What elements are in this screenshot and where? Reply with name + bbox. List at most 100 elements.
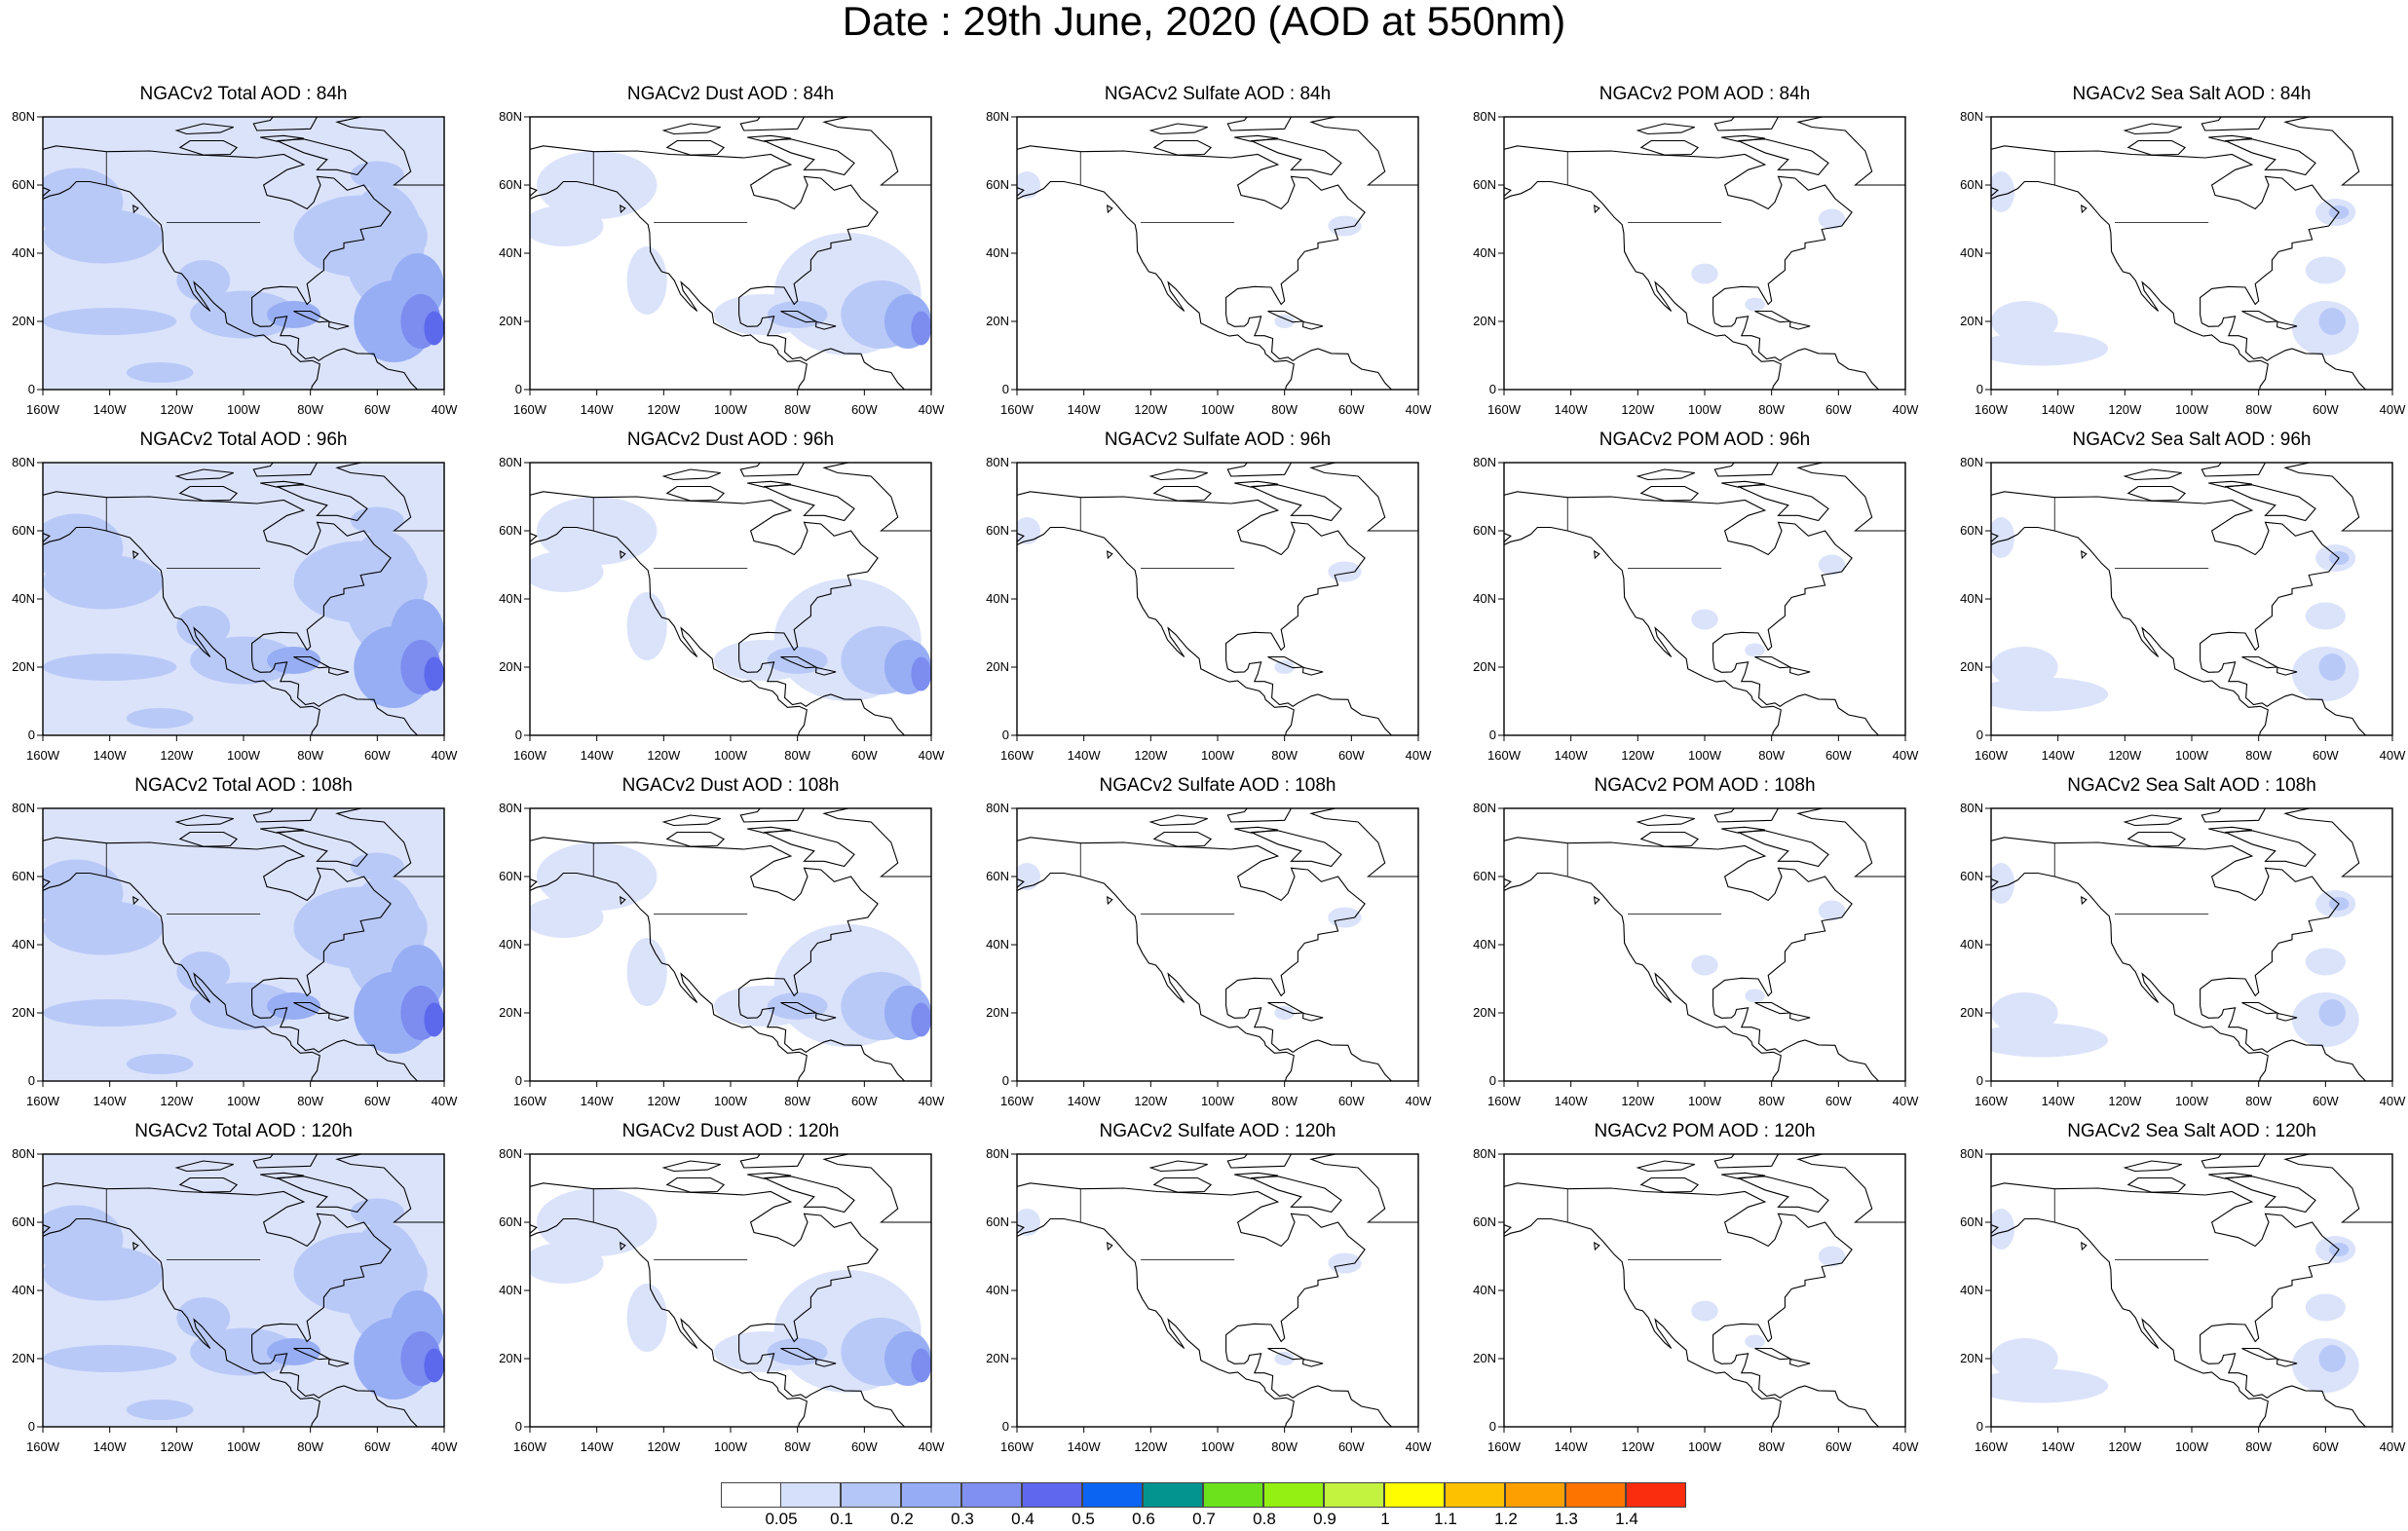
- coastline: [1251, 484, 1342, 522]
- coastline: [1796, 117, 1905, 186]
- colorbar-swatch: [1022, 1482, 1082, 1508]
- lat-tick-label: 60N: [499, 523, 522, 538]
- colorbar-label: 0.05: [765, 1510, 798, 1528]
- lon-tick-label: 140W: [94, 1094, 128, 1108]
- coastline: [2283, 463, 2392, 532]
- map-plot: 80N 60N 40N 20N 0 160W 140W 120W 100W 80W 60W 40W: [12, 455, 458, 763]
- lon-tick-label: 80W: [2245, 1094, 2272, 1108]
- border-line: [592, 151, 748, 223]
- lon-tick-label: 120W: [1621, 402, 1655, 417]
- coastline: [1639, 139, 1700, 156]
- lon-tick-label: 160W: [1000, 1439, 1035, 1454]
- lon-tick-label: 100W: [2175, 1439, 2209, 1454]
- aod-field-level-1: [1691, 609, 1718, 630]
- lon-tick-label: 100W: [227, 1094, 261, 1108]
- lon-tick-label: 60W: [2313, 1094, 2339, 1108]
- lat-tick-label: 80N: [986, 801, 1009, 815]
- coastline: [1152, 139, 1213, 156]
- coastline: [1234, 134, 1278, 142]
- lon-tick-label: 60W: [1338, 1439, 1365, 1454]
- lat-tick-label: 80N: [1473, 109, 1496, 124]
- coastline: [1148, 1160, 1208, 1173]
- lat-tick-label: 60N: [12, 1214, 35, 1229]
- lat-tick-label: 80N: [499, 455, 522, 469]
- coastline: [1738, 1176, 1829, 1214]
- coastline: [132, 1242, 139, 1251]
- map-panel-r2c2: NGACv2 Dust AOD : 96h 80N 60N 40N 20N 0 160W 14…: [487, 429, 974, 780]
- lat-tick-label: 40N: [12, 591, 35, 606]
- lon-tick-label: 140W: [1555, 1439, 1589, 1454]
- lon-tick-label: 160W: [1000, 748, 1035, 763]
- coastline: [2208, 826, 2252, 834]
- lat-tick-label: 0: [1489, 1419, 1496, 1434]
- map-panel-r4c3: NGACv2 Sulfate AOD : 120h 80N 60N 40N 20N 0 16…: [974, 1121, 1461, 1472]
- coastline: [1789, 666, 1811, 676]
- panel-title: NGACv2 Sulfate AOD : 120h: [1099, 1121, 1336, 1141]
- colorbar-label: 1.2: [1494, 1510, 1518, 1528]
- coastline: [2241, 655, 2279, 669]
- border-line: [1566, 151, 1722, 223]
- lat-tick-label: 80N: [986, 455, 1009, 469]
- coastline: [2201, 463, 2267, 477]
- lon-tick-label: 160W: [1487, 1094, 1522, 1108]
- lon-tick-label: 60W: [851, 1439, 878, 1454]
- lon-tick-label: 80W: [2245, 402, 2272, 417]
- lat-tick-label: 80N: [986, 1146, 1009, 1161]
- border-line: [2053, 1188, 2209, 1260]
- panel-title: NGACv2 Total AOD : 84h: [139, 84, 348, 104]
- aod-field-level-1: [1991, 301, 2058, 342]
- lat-tick-label: 60N: [1473, 869, 1496, 883]
- lat-tick-label: 60N: [1473, 177, 1496, 192]
- lat-tick-label: 0: [515, 1073, 522, 1088]
- map-panel-r2c3: NGACv2 Sulfate AOD : 96h 80N 60N 40N 20N 0 160…: [974, 429, 1461, 780]
- coastline: [43, 145, 419, 390]
- lon-tick-label: 120W: [160, 1094, 194, 1108]
- coastline: [43, 837, 419, 1081]
- aod-field-level-2: [2318, 1345, 2346, 1372]
- coastline: [2123, 468, 2182, 481]
- aod-field-level-1: [1328, 907, 1362, 928]
- colorbar-swatch: [901, 1482, 961, 1508]
- aod-field-level-5: [424, 311, 444, 346]
- coastline: [260, 480, 304, 488]
- coastline: [2201, 117, 2267, 131]
- coastline: [1789, 1012, 1811, 1022]
- aod-field-level-1: [1691, 263, 1718, 284]
- coastline: [2126, 139, 2187, 156]
- lat-tick-label: 20N: [1473, 1005, 1496, 1020]
- coastline: [815, 666, 837, 676]
- lon-tick-label: 160W: [26, 748, 60, 763]
- coastline: [1302, 320, 1324, 330]
- aod-field-level-2: [176, 606, 231, 647]
- lon-tick-label: 120W: [647, 748, 681, 763]
- lat-tick-label: 80N: [499, 801, 522, 815]
- coastline: [2081, 1242, 2088, 1251]
- lat-tick-label: 80N: [1473, 455, 1496, 469]
- coastline: [293, 655, 331, 669]
- coastline: [1504, 491, 1880, 735]
- aod-field-level-3: [267, 1338, 320, 1365]
- lon-tick-label: 80W: [297, 1439, 323, 1454]
- map-plot: 80N 60N 40N 20N 0 160W 140W 120W 100W 80W 60W 40W: [1960, 1146, 2406, 1454]
- lat-tick-label: 80N: [1960, 801, 1983, 815]
- coastline: [2276, 1012, 2298, 1022]
- coastline: [1504, 145, 1880, 390]
- lat-tick-label: 60N: [1473, 523, 1496, 538]
- coastline: [2123, 814, 2182, 827]
- colorbar-label: 0.8: [1253, 1510, 1276, 1528]
- lon-tick-label: 120W: [1134, 748, 1168, 763]
- lon-tick-label: 120W: [160, 1439, 194, 1454]
- colorbar-swatch: [1626, 1482, 1686, 1508]
- map-panel-r3c5: NGACv2 Sea Salt AOD : 108h 80N 60N 40N 20N 0 1…: [1948, 775, 2408, 1126]
- lon-tick-label: 80W: [784, 1094, 810, 1108]
- coastline: [1234, 480, 1278, 488]
- lon-tick-label: 160W: [1975, 748, 2009, 763]
- coastline: [1796, 463, 1905, 532]
- coastline: [815, 320, 837, 330]
- lat-tick-label: 60N: [499, 1214, 522, 1229]
- lon-tick-label: 60W: [364, 1439, 391, 1454]
- panel-title: NGACv2 Sea Salt AOD : 84h: [2072, 84, 2312, 104]
- coastline: [1991, 491, 2367, 735]
- lon-tick-label: 40W: [1406, 748, 1432, 763]
- lon-tick-label: 60W: [1338, 402, 1365, 417]
